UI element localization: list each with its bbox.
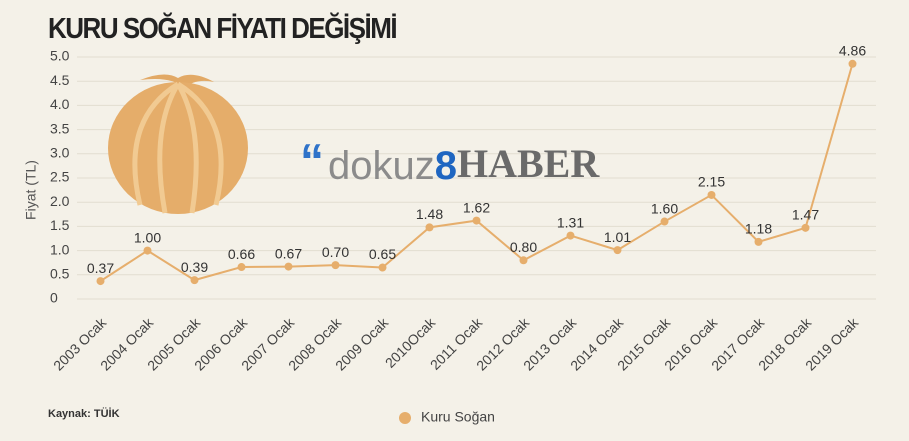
- point: [378, 263, 387, 272]
- watermark: dokuz8HABER: [328, 141, 600, 187]
- legend-marker: [399, 412, 411, 424]
- point: [190, 276, 199, 285]
- point: [284, 262, 293, 271]
- data-label: 1.62: [463, 199, 490, 215]
- y-axis-label: Fiyat (TL): [23, 160, 39, 220]
- point: [96, 277, 105, 286]
- point: [472, 216, 481, 225]
- data-label: 0.66: [228, 246, 255, 262]
- data-label: 1.47: [792, 207, 819, 223]
- data-label: 2.15: [698, 174, 725, 190]
- y-tick-label: 0: [50, 290, 58, 306]
- chart-title: KURU SOĞAN FİYATI DEĞİŞİMİ: [48, 12, 396, 44]
- point: [519, 256, 528, 265]
- point: [801, 223, 810, 232]
- watermark-part: 8: [435, 144, 457, 188]
- data-label: 1.31: [557, 214, 584, 230]
- data-label: 1.60: [651, 200, 678, 216]
- data-label: 1.18: [745, 221, 772, 237]
- y-tick-label: 1.5: [50, 217, 70, 233]
- point: [848, 59, 857, 68]
- point: [237, 263, 246, 272]
- point: [566, 231, 575, 240]
- point: [707, 190, 716, 199]
- y-tick-label: 4.5: [50, 72, 70, 88]
- data-label: 0.39: [181, 259, 208, 275]
- data-label: 1.00: [134, 229, 161, 245]
- point: [660, 217, 669, 226]
- point: [613, 246, 622, 255]
- data-label: 1.01: [604, 229, 631, 245]
- data-label: 0.70: [322, 244, 349, 260]
- y-tick-label: 0.5: [50, 266, 70, 282]
- y-tick-label: 4.0: [50, 96, 70, 112]
- y-tick-label: 1.0: [50, 241, 70, 257]
- legend-label: Kuru Soğan: [421, 409, 495, 425]
- data-label: 0.65: [369, 246, 396, 262]
- watermark-part: dokuz: [328, 144, 435, 188]
- point: [425, 223, 434, 232]
- onion-illustration: [108, 74, 248, 214]
- watermark-part: HABER: [457, 141, 600, 186]
- y-tick-label: 5.0: [50, 48, 70, 64]
- data-label: 0.80: [510, 239, 537, 255]
- source: Kaynak: TÜİK: [48, 407, 120, 420]
- data-label: 0.67: [275, 245, 302, 261]
- data-label: 4.86: [839, 42, 866, 58]
- data-label: 0.37: [87, 260, 114, 276]
- point: [754, 237, 763, 246]
- watermark-quote: “: [300, 136, 324, 189]
- point: [331, 261, 340, 270]
- y-tick-label: 2.5: [50, 169, 70, 185]
- data-label: 1.48: [416, 206, 443, 222]
- y-tick-label: 2.0: [50, 193, 70, 209]
- y-tick-label: 3.0: [50, 145, 70, 161]
- point: [143, 246, 152, 255]
- y-tick-label: 3.5: [50, 120, 70, 136]
